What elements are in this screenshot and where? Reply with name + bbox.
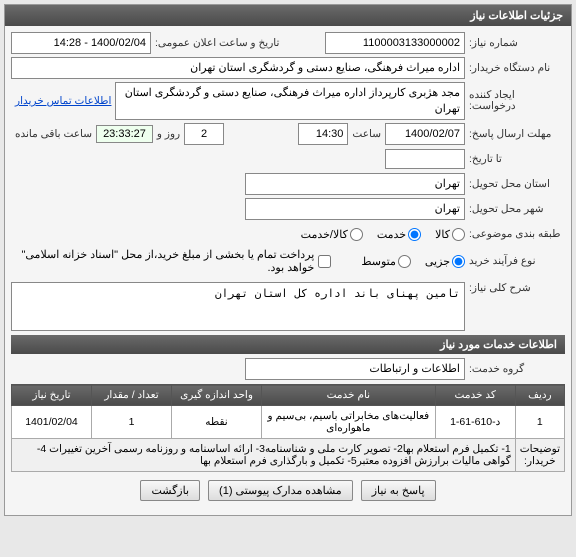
creator-value: مجد هژبری کارپرداز اداره میراث فرهنگی، ص…	[115, 82, 465, 120]
cat-radio-group: کالا خدمت کالا/خدمت	[291, 228, 465, 241]
td-date: 1401/02/04	[12, 406, 92, 439]
pay-checkbox[interactable]	[318, 255, 331, 268]
service-group-value: اطلاعات و ارتباطات	[245, 358, 465, 380]
radio-medium[interactable]: متوسط	[361, 255, 411, 268]
province-value: تهران	[245, 173, 465, 195]
th-name: نام خدمت	[262, 385, 436, 406]
deadline-time: 14:30	[298, 123, 348, 145]
panel-body: شماره نیاز: 1100003133000002 تاریخ و ساع…	[5, 26, 571, 515]
td-qty: 1	[92, 406, 172, 439]
row-service-group: گروه خدمت: اطلاعات و ارتباطات	[11, 358, 565, 380]
td-name: فعالیت‌های مخابراتی باسیم، بی‌سیم و ماهو…	[262, 406, 436, 439]
service-group-label: گروه خدمت:	[465, 363, 565, 375]
deadline-date: 1400/02/07	[385, 123, 465, 145]
row-province: استان محل تحویل: تهران	[11, 173, 565, 195]
pay-check-label: پرداخت تمام یا بخشی از مبلغ خرید،از محل …	[11, 248, 314, 274]
buytype-label: نوع فرآیند خرید	[465, 255, 565, 267]
row-creator: ایجاد کننده درخواست: مجد هژبری کارپرداز …	[11, 82, 565, 120]
td-row: 1	[515, 406, 564, 439]
footer-buttons: پاسخ به نیاز مشاهده مدارک پیوستی (1) باز…	[11, 472, 565, 509]
org-label: نام دستگاه خریدار:	[465, 62, 565, 74]
table-header-row: ردیف کد خدمت نام خدمت واحد اندازه گیری ت…	[12, 385, 565, 406]
city-label: شهر محل تحویل:	[465, 203, 565, 215]
contact-link[interactable]: اطلاعات تماس خریدار	[11, 95, 115, 107]
desc-label: شرح کلی نیاز:	[465, 282, 565, 294]
reply-button[interactable]: پاسخ به نیاز	[361, 480, 436, 501]
row-deadline: مهلت ارسال پاسخ: 1400/02/07 ساعت 14:30 2…	[11, 123, 565, 145]
desc-textarea[interactable]	[11, 282, 465, 331]
buyer-notes-label: توضیحات خریدار:	[515, 439, 564, 472]
days-lbl: روز و	[153, 128, 184, 140]
radio-partial[interactable]: جزیی	[425, 255, 465, 268]
row-need-no: شماره نیاز: 1100003133000002 تاریخ و ساع…	[11, 32, 565, 54]
services-table: ردیف کد خدمت نام خدمت واحد اندازه گیری ت…	[11, 384, 565, 472]
need-no-value: 1100003133000002	[325, 32, 465, 54]
td-unit: نقطه	[172, 406, 262, 439]
row-buytype: نوع فرآیند خرید جزیی متوسط پرداخت تمام ی…	[11, 248, 565, 274]
deadline-time-lbl: ساعت	[348, 128, 385, 140]
th-row: ردیف	[515, 385, 564, 406]
attachments-button[interactable]: مشاهده مدارک پیوستی (1)	[208, 480, 353, 501]
pay-check-row: پرداخت تمام یا بخشی از مبلغ خرید،از محل …	[11, 248, 331, 274]
row-org: نام دستگاه خریدار: اداره میراث فرهنگی، ص…	[11, 57, 565, 79]
city-value: تهران	[245, 198, 465, 220]
cat-label: طبقه بندی موضوعی:	[465, 228, 565, 240]
announce-label: تاریخ و ساعت اعلان عمومی:	[151, 37, 325, 49]
days-remaining: 2	[184, 123, 224, 145]
announce-value: 1400/02/04 - 14:28	[11, 32, 151, 54]
back-button[interactable]: بازگشت	[140, 480, 200, 501]
remain-lbl: ساعت باقی مانده	[11, 128, 96, 140]
buyer-notes: 1- تکمیل فرم استعلام بها2- تصویر کارت مل…	[12, 439, 516, 472]
creator-label: ایجاد کننده درخواست:	[465, 90, 565, 112]
province-label: استان محل تحویل:	[465, 178, 565, 190]
row-city: شهر محل تحویل: تهران	[11, 198, 565, 220]
th-qty: تعداد / مقدار	[92, 385, 172, 406]
buytype-radio-group: جزیی متوسط	[351, 255, 465, 268]
deadline-label: مهلت ارسال پاسخ:	[465, 128, 565, 140]
row-until: تا تاریخ:	[11, 148, 565, 170]
th-date: تاریخ نیاز	[12, 385, 92, 406]
countdown: 23:33:27	[96, 125, 153, 143]
radio-both[interactable]: کالا/خدمت	[301, 228, 363, 241]
need-no-label: شماره نیاز:	[465, 37, 565, 49]
th-unit: واحد اندازه گیری	[172, 385, 262, 406]
org-value: اداره میراث فرهنگی، صنایع دستی و گردشگری…	[11, 57, 465, 79]
radio-goods[interactable]: کالا	[435, 228, 465, 241]
th-code: کد خدمت	[435, 385, 515, 406]
row-category: طبقه بندی موضوعی: کالا خدمت کالا/خدمت	[11, 223, 565, 245]
td-code: د-610-61-1	[435, 406, 515, 439]
until-label: تا تاریخ:	[465, 153, 565, 165]
until-value	[385, 149, 465, 169]
radio-service[interactable]: خدمت	[377, 228, 421, 241]
buyer-notes-row: توضیحات خریدار: 1- تکمیل فرم استعلام بها…	[12, 439, 565, 472]
services-header: اطلاعات خدمات مورد نیاز	[11, 335, 565, 354]
table-row: 1 د-610-61-1 فعالیت‌های مخابراتی باسیم، …	[12, 406, 565, 439]
panel-title: جزئیات اطلاعات نیاز	[5, 5, 571, 26]
row-desc: شرح کلی نیاز:	[11, 282, 565, 331]
main-panel: جزئیات اطلاعات نیاز شماره نیاز: 11000031…	[4, 4, 572, 516]
